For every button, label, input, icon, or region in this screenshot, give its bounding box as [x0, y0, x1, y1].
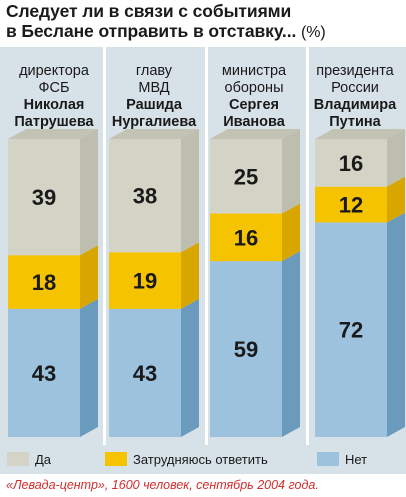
category-label-2-line-3: Рашида — [126, 97, 183, 113]
category-label-3-line-3: Сергея — [229, 97, 279, 113]
column-divider-2 — [205, 47, 208, 447]
legend-label-1: Да — [35, 452, 52, 467]
bar-segment-2-3 — [109, 129, 199, 253]
legend-swatch-3 — [317, 452, 339, 466]
category-label-1-line-1: директора — [19, 63, 90, 79]
title-unit: (%) — [300, 24, 326, 41]
bar-side — [80, 129, 98, 256]
bar-segment-3-2 — [210, 203, 300, 262]
category-label-4-line-4: Путина — [329, 114, 381, 130]
bar-side — [387, 176, 405, 223]
bar-side — [80, 245, 98, 309]
category-label-1-line-2: ФСБ — [38, 80, 69, 96]
legend-label-3: Нет — [345, 452, 367, 467]
data-label-1-2: 18 — [32, 270, 56, 295]
bar-front — [109, 252, 181, 309]
bar-segment-1-1 — [8, 298, 98, 437]
bar-side — [282, 129, 300, 214]
category-label-2-line-2: МВД — [138, 80, 169, 96]
category-label-4-line-2: России — [331, 80, 379, 96]
data-label-1-1: 43 — [32, 361, 56, 386]
title-line-2: в Беслане отправить в отставку... (%) — [6, 21, 402, 43]
bar-front — [8, 308, 80, 437]
bar-segment-1-2 — [8, 245, 98, 309]
bar-side — [387, 212, 405, 437]
legend-label-2: Затрудняюсь ответить — [133, 452, 268, 467]
category-label-2-line-4: Нургалиева — [112, 114, 197, 130]
data-label-3-2: 16 — [234, 225, 258, 250]
bar-front — [109, 139, 181, 253]
bar-segment-4-2 — [315, 176, 405, 223]
column-divider-3 — [306, 47, 309, 447]
bar-top — [315, 129, 405, 139]
data-label-3-3: 25 — [234, 164, 258, 189]
bar-side — [282, 203, 300, 262]
bar-front — [315, 139, 387, 187]
bar-front — [315, 222, 387, 437]
category-label-3-line-4: Иванова — [223, 114, 286, 130]
data-label-2-3: 38 — [133, 184, 157, 209]
category-label-3-line-1: министра — [222, 63, 287, 79]
data-label-4-2: 12 — [339, 193, 363, 218]
bar-segment-3-3 — [210, 129, 300, 214]
title-line-2-text: в Беслане отправить в отставку... — [6, 21, 297, 41]
bar-front — [8, 255, 80, 309]
category-label-3-line-2: обороны — [225, 80, 284, 96]
data-label-4-1: 72 — [339, 318, 363, 343]
bar-front — [8, 139, 80, 256]
bar-front — [109, 308, 181, 437]
bar-top — [109, 129, 199, 139]
bar-front — [210, 213, 282, 262]
category-label-1-line-3: Николая — [24, 97, 85, 113]
category-label-4-line-1: президента — [316, 63, 394, 79]
bar-side — [181, 129, 199, 253]
column-divider-1 — [103, 47, 106, 447]
bar-segment-4-1 — [315, 212, 405, 437]
title-line-1: Следует ли в связи с событиями — [6, 1, 292, 21]
bar-side — [181, 298, 199, 437]
bar-segment-4-3 — [315, 129, 405, 187]
bar-segment-1-3 — [8, 129, 98, 256]
category-label-1-line-4: Патрушева — [14, 114, 94, 130]
bar-side — [80, 298, 98, 437]
legend-swatch-1 — [7, 452, 29, 466]
bar-side — [282, 251, 300, 437]
data-label-4-3: 16 — [339, 151, 363, 176]
data-label-2-1: 43 — [133, 361, 157, 386]
bar-top — [210, 129, 300, 139]
bar-side — [181, 242, 199, 309]
bar-front — [210, 261, 282, 437]
data-label-1-3: 39 — [32, 185, 56, 210]
bar-segment-2-1 — [109, 298, 199, 437]
category-label-4-line-3: Владимира — [314, 97, 397, 113]
bar-top — [8, 129, 98, 139]
bar-front — [210, 139, 282, 214]
data-label-3-1: 59 — [234, 337, 258, 362]
bar-segment-2-2 — [109, 242, 199, 309]
legend-swatch-2 — [105, 452, 127, 466]
source-note: «Левада-центр», 1600 человек, сентябрь 2… — [6, 478, 319, 492]
data-label-2-2: 19 — [133, 269, 157, 294]
chart-title: Следует ли в связи с событиями в Беслане… — [6, 1, 402, 43]
category-label-2-line-1: главу — [136, 63, 173, 79]
bar-segment-3-1 — [210, 251, 300, 437]
bar-front — [315, 186, 387, 223]
bar-side — [387, 129, 405, 187]
